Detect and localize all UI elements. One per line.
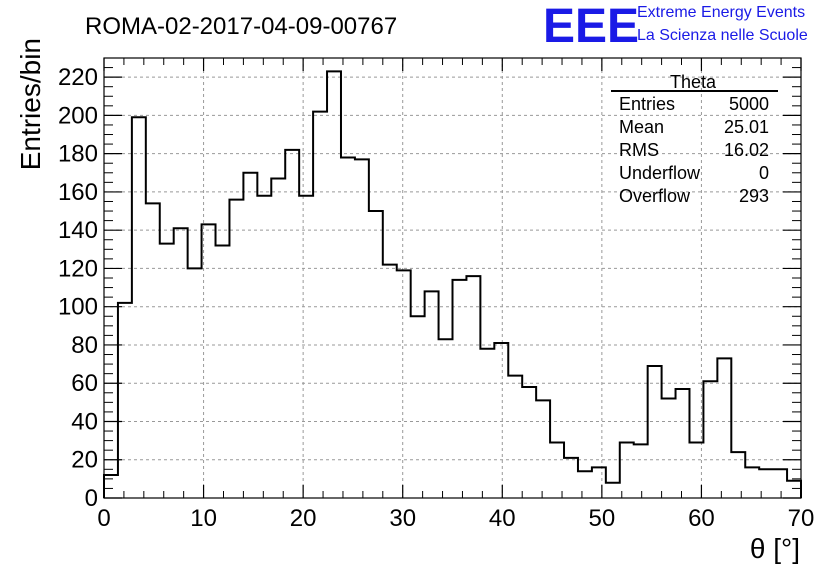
chart-title: ROMA-02-2017-04-09-00767 bbox=[85, 13, 397, 40]
stats-value: 25.01 bbox=[724, 117, 769, 137]
stats-label: RMS bbox=[619, 140, 659, 160]
y-tick-label: 180 bbox=[58, 141, 98, 168]
axis-ticks bbox=[103, 57, 802, 499]
x-tick-labels: 0 10 20 30 40 50 60 70 bbox=[97, 505, 814, 532]
eee-logo: EEE Extreme Energy Events La Scienza nel… bbox=[543, 0, 808, 53]
y-tick-label: 140 bbox=[58, 217, 98, 244]
x-tick-label: 20 bbox=[290, 505, 317, 532]
grid bbox=[104, 58, 801, 498]
stats-value: 5000 bbox=[729, 94, 769, 114]
y-tick-labels: 0 20 40 60 80 100 120 140 160 180 200 220 bbox=[58, 64, 98, 512]
eee-logo-line1: Extreme Energy Events bbox=[637, 4, 805, 21]
eee-logo-line2: La Scienza nelle Scuole bbox=[637, 27, 808, 44]
x-tick-label: 0 bbox=[97, 505, 110, 532]
x-tick-label: 60 bbox=[688, 505, 715, 532]
stats-value: 16.02 bbox=[724, 140, 769, 160]
y-tick-label: 120 bbox=[58, 255, 98, 282]
stats-title: Theta bbox=[670, 72, 717, 92]
stats-value: 293 bbox=[739, 186, 769, 206]
stats-rows: Entries 5000 Mean 25.01 RMS 16.02 Underflow 0 Ov… bbox=[619, 94, 769, 206]
stats-value: 0 bbox=[759, 163, 769, 183]
x-tick-label: 30 bbox=[389, 505, 416, 532]
x-tick-label: 40 bbox=[489, 505, 516, 532]
x-tick-label: 50 bbox=[589, 505, 616, 532]
y-tick-label: 200 bbox=[58, 102, 98, 129]
x-tick-label: 70 bbox=[788, 505, 815, 532]
y-tick-label: 0 bbox=[85, 485, 98, 512]
plot-frame bbox=[103, 57, 802, 499]
x-axis-label: θ [°] bbox=[750, 533, 800, 564]
stats-label: Entries bbox=[619, 94, 675, 114]
stats-box: Theta Entries 5000 Mean 25.01 RMS 16.02 Underf… bbox=[611, 72, 778, 206]
y-tick-label: 20 bbox=[71, 447, 98, 474]
eee-logo-text: EEE bbox=[543, 0, 639, 53]
y-tick-label: 100 bbox=[58, 294, 98, 321]
stats-label: Overflow bbox=[619, 186, 691, 206]
y-axis-label: Entries/bin bbox=[15, 38, 46, 170]
y-tick-label: 60 bbox=[71, 370, 98, 397]
stats-label: Mean bbox=[619, 117, 664, 137]
histogram-line bbox=[103, 70, 802, 498]
y-tick-label: 220 bbox=[58, 64, 98, 91]
stats-label: Underflow bbox=[619, 163, 701, 183]
y-tick-label: 80 bbox=[71, 332, 98, 359]
x-tick-label: 10 bbox=[190, 505, 217, 532]
y-tick-label: 160 bbox=[58, 179, 98, 206]
y-tick-label: 40 bbox=[71, 408, 98, 435]
